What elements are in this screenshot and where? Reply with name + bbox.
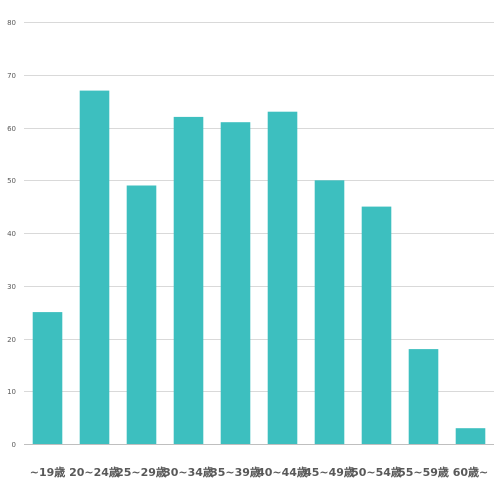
bars [32,90,486,445]
y-tick-label-40: 40 [7,230,16,238]
x-tick-label-1: 20~24歳 [69,465,120,479]
y-tick-label-70: 70 [7,72,16,80]
y-axis-tick-labels: 0 10 20 30 40 50 60 70 80 [7,19,16,449]
x-tick-label-0: ~19歳 [30,465,66,479]
x-tick-label-9: 60歳~ [453,465,489,479]
y-tick-label-80: 80 [7,19,16,27]
x-tick-label-5: 40~44歳 [257,465,308,479]
y-tick-label-60: 60 [7,125,16,133]
bar-8 [408,349,439,444]
bar-2 [126,185,157,444]
x-tick-label-4: 35~39歳 [210,465,261,479]
y-tick-label-10: 10 [7,388,16,396]
x-tick-label-7: 50~54歳 [351,465,402,479]
bar-9 [455,428,486,444]
y-tick-label-20: 20 [7,336,16,344]
x-tick-label-6: 45~49歳 [304,465,355,479]
bar-6 [314,180,345,445]
x-tick-label-2: 25~29歳 [116,465,167,479]
x-tick-label-8: 55~59歳 [398,465,449,479]
bar-4 [220,122,251,444]
bar-1 [79,90,110,444]
y-tick-label-50: 50 [7,177,16,185]
x-tick-label-3: 30~34歳 [163,465,214,479]
bar-7 [361,206,392,444]
bar-5 [267,111,298,444]
bar-3 [173,116,204,445]
bar-0 [32,312,63,444]
y-tick-label-0: 0 [12,441,16,449]
y-tick-label-30: 30 [7,283,16,291]
x-axis-tick-labels: ~19歳 20~24歳25~29歳30~34歳35~39歳40~44歳45~49歳… [30,465,489,479]
